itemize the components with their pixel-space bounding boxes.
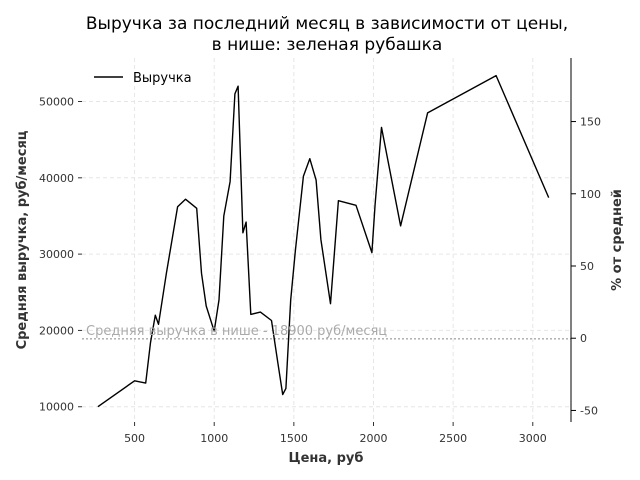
y-tick-label: 10000	[39, 401, 74, 414]
series-group	[97, 74, 550, 408]
y-right-tick-label: 100	[580, 188, 601, 201]
y-tick-label: 40000	[39, 172, 74, 185]
y-right-tick-label: 0	[580, 332, 587, 345]
y-axis-label: Средняя выручка, руб/месяц	[15, 130, 30, 349]
x-axis-label: Цена, руб	[289, 451, 364, 466]
y-right-tick-label: -50	[580, 404, 598, 417]
x-tick-label: 2500	[439, 432, 467, 445]
x-tick-label: 1500	[280, 432, 308, 445]
y-tick-label: 30000	[39, 248, 74, 261]
y-tick-label: 20000	[39, 324, 74, 337]
y-axis-right-label: % от средней	[610, 189, 625, 291]
chart-title-line-2: в нише: зеленая рубашка	[212, 35, 443, 55]
y-right-tick-label: 50	[580, 260, 594, 273]
chart-title-line-1: Выручка за последний месяц в зависимости…	[86, 14, 568, 34]
x-tick-label: 500	[124, 432, 145, 445]
grid	[82, 58, 571, 422]
x-tick-label: 3000	[519, 432, 547, 445]
axes: 500 1000 1500 2000 2500 300010000200003000040…	[39, 58, 601, 445]
x-tick-label: 2000	[359, 432, 387, 445]
y-right-tick-label: 150	[580, 116, 601, 129]
legend: Выручка	[94, 71, 192, 86]
reference-line-label: Средняя выручка в нише - 18900 руб/месяц	[86, 324, 387, 339]
x-tick-label: 1000	[200, 432, 228, 445]
y-tick-label: 50000	[39, 95, 74, 108]
legend-entry-revenue: Выручка	[133, 71, 192, 86]
series-line-revenue	[97, 74, 550, 408]
